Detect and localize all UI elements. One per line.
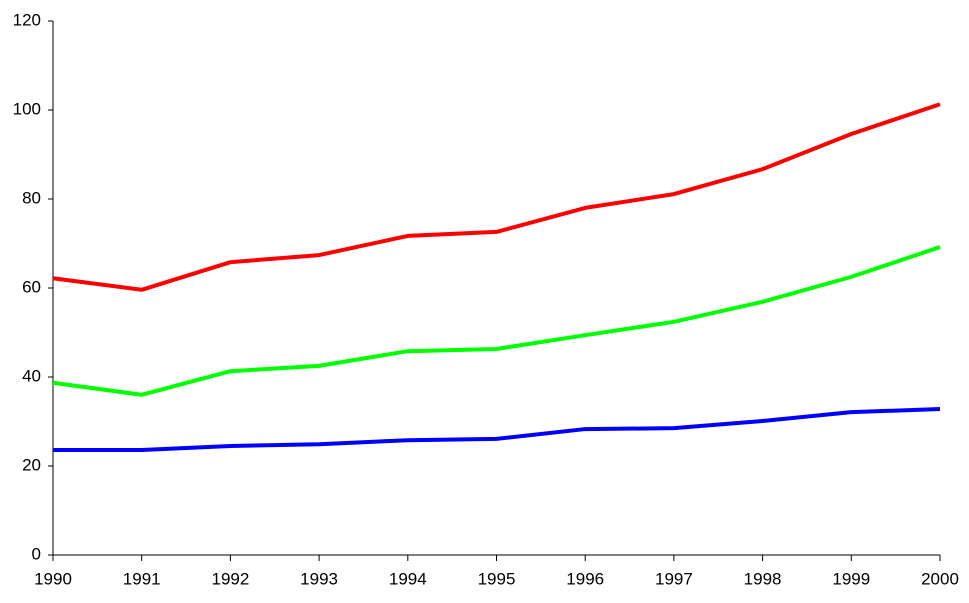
x-tick-label: 1991 xyxy=(123,569,161,588)
y-tick-label: 100 xyxy=(13,99,41,118)
x-tick-label: 1999 xyxy=(832,569,870,588)
y-tick-label: 60 xyxy=(22,277,41,296)
y-tick-label: 40 xyxy=(22,366,41,385)
x-tick-label: 1998 xyxy=(744,569,782,588)
x-tick-label: 1990 xyxy=(34,569,72,588)
y-tick-label: 0 xyxy=(32,544,41,563)
x-tick-label: 1993 xyxy=(300,569,338,588)
y-tick-label: 80 xyxy=(22,188,41,207)
x-tick-label: 1997 xyxy=(655,569,693,588)
x-tick-label: 1996 xyxy=(566,569,604,588)
y-tick-label: 20 xyxy=(22,455,41,474)
x-tick-label: 1992 xyxy=(211,569,249,588)
y-tick-label: 120 xyxy=(13,10,41,29)
x-tick-label: 1994 xyxy=(389,569,427,588)
x-tick-label: 1995 xyxy=(478,569,516,588)
series-line xyxy=(53,407,941,452)
series-line xyxy=(52,102,941,292)
series-line xyxy=(52,245,941,397)
x-tick-label: 2000 xyxy=(921,569,959,588)
